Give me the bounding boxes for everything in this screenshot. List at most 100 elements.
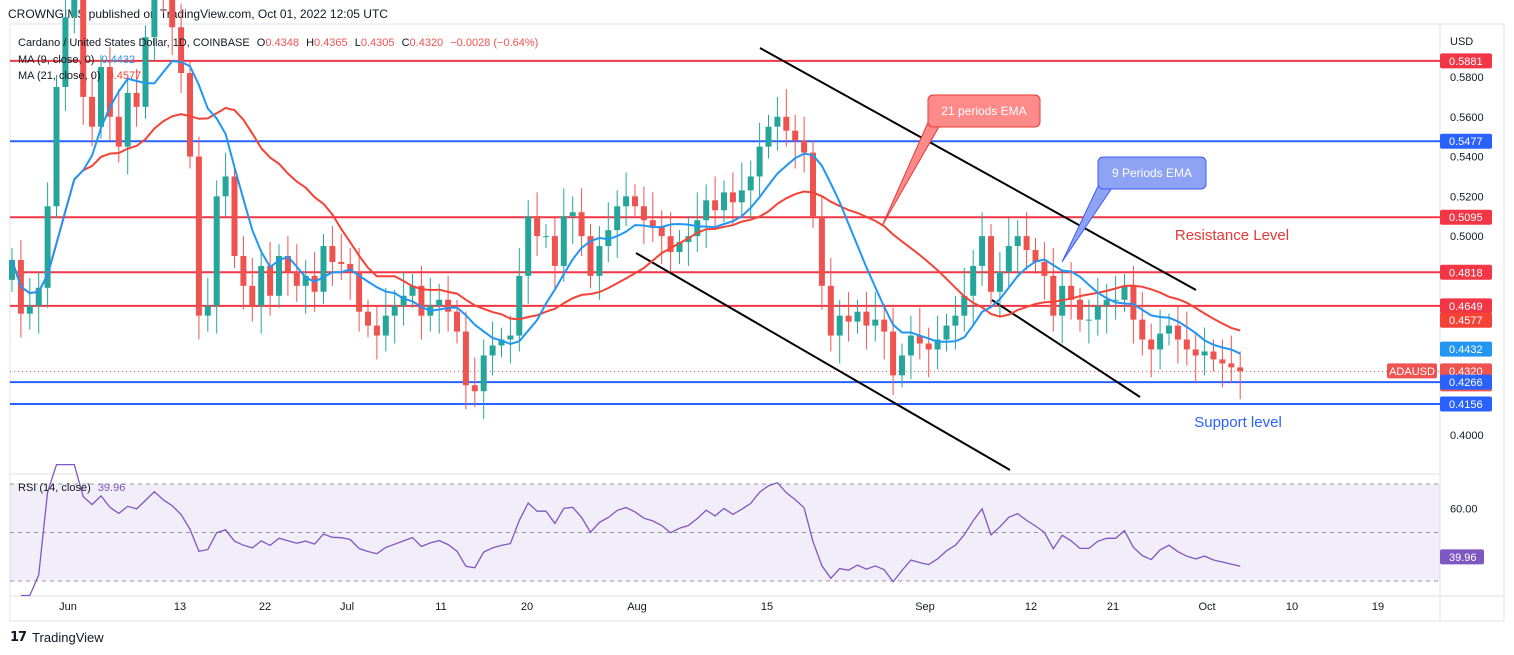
x-tick-label: 20 xyxy=(521,601,533,613)
legend-ma9: MA (9, close, 0) 0.4432 xyxy=(18,54,135,66)
x-tick-label: 13 xyxy=(174,601,186,613)
candle-body xyxy=(169,0,176,28)
candle-body xyxy=(44,206,51,288)
legend-rsi: RSI (14, close) 39.96 xyxy=(18,482,125,494)
candle-body xyxy=(151,0,158,38)
low-label: L xyxy=(355,37,361,49)
candle-body xyxy=(373,325,380,336)
candle-body xyxy=(329,246,336,262)
currency-label: USD xyxy=(1450,36,1473,48)
candle-body xyxy=(178,27,185,74)
candle-body xyxy=(1148,339,1155,350)
callout-21-pointer xyxy=(881,117,945,227)
callout-21-label: 21 periods EMA xyxy=(941,104,1026,118)
candle-body xyxy=(810,152,816,217)
candle-body xyxy=(658,226,665,237)
candle-body xyxy=(845,315,852,322)
y-tick-label: 0.5800 xyxy=(1450,72,1484,84)
channel-upper-line xyxy=(759,47,1197,291)
candle-body xyxy=(26,305,33,314)
ema9-line xyxy=(11,60,1241,355)
candle-body xyxy=(498,339,505,346)
candle-body xyxy=(9,259,15,280)
candle-body xyxy=(302,275,309,286)
open-value: 0.4348 xyxy=(265,37,299,49)
candle-body xyxy=(979,236,986,266)
brand-label: TradingView xyxy=(32,629,104,645)
candle-body xyxy=(338,261,345,264)
x-tick-label: 10 xyxy=(1286,601,1298,613)
price-tag-ema21 xyxy=(1440,312,1492,328)
tradingview-logo-icon: 𝟭𝟳 xyxy=(10,629,27,644)
rsi-value: 39.96 xyxy=(98,482,126,494)
resistance-level-label: Resistance Level xyxy=(1175,227,1289,244)
candle-body xyxy=(80,0,87,97)
price-tag-resistance xyxy=(1440,264,1492,280)
candle-body xyxy=(988,236,994,292)
candle-body xyxy=(1032,250,1039,262)
price-tag-label: 0.5095 xyxy=(1449,212,1483,224)
candle-body xyxy=(1192,349,1199,356)
price-tag-ema9 xyxy=(1440,341,1492,357)
candle-body xyxy=(1201,351,1208,356)
callout-9-label: 9 Periods EMA xyxy=(1112,166,1192,180)
candle-body xyxy=(400,295,407,306)
ma9-label: MA (9, close, 0) xyxy=(18,54,94,66)
high-label: H xyxy=(306,37,314,49)
price-tag-resistance xyxy=(1440,209,1492,225)
candle-body xyxy=(1130,285,1137,320)
candle-body xyxy=(124,92,131,147)
candle-body xyxy=(347,263,354,272)
candle-body xyxy=(623,196,630,207)
price-tag-support xyxy=(1440,133,1492,149)
candle-body xyxy=(738,190,745,203)
candle-body xyxy=(382,315,389,336)
y-tick-label: 0.5000 xyxy=(1450,231,1484,243)
price-tag-resistance xyxy=(1440,53,1492,69)
candle-body xyxy=(1228,363,1235,368)
candle-body xyxy=(1050,275,1057,316)
symbol-tag-label: ADAUSD xyxy=(1389,366,1435,378)
candle-body xyxy=(649,220,656,227)
candle-body xyxy=(756,146,763,177)
tradingview-brand[interactable]: 𝟭𝟳 TradingView xyxy=(10,629,104,645)
candle-body xyxy=(872,319,879,326)
candle-body xyxy=(98,67,104,127)
price-tag-label: 0.4577 xyxy=(1449,315,1483,327)
ema21-line xyxy=(11,106,1241,332)
candle-body xyxy=(293,271,300,286)
price-tag-support xyxy=(1440,374,1492,390)
y-tick-label: 0.5400 xyxy=(1450,152,1484,164)
candle-body xyxy=(640,206,647,221)
price-tag-label: 0.4266 xyxy=(1449,377,1483,389)
price-tag-label: 0.5477 xyxy=(1449,136,1483,148)
candle-body xyxy=(249,285,256,306)
candle-body xyxy=(827,285,834,336)
candle-body xyxy=(471,385,478,392)
x-tick-label: Oct xyxy=(1198,601,1215,613)
candle-body xyxy=(890,331,897,376)
high-value: 0.4365 xyxy=(314,37,348,49)
candle-body xyxy=(614,206,621,231)
candle-body xyxy=(1166,325,1172,334)
callout-9-pointer xyxy=(1061,181,1117,263)
candle-body xyxy=(943,325,950,340)
candle-body xyxy=(525,216,532,276)
candle-body xyxy=(480,355,487,392)
channel-inner-line xyxy=(991,299,1141,398)
open-label: O xyxy=(257,37,266,49)
candle-body xyxy=(365,311,371,326)
candle-body xyxy=(1210,351,1217,360)
candle-body xyxy=(712,200,719,211)
candle-body xyxy=(569,212,576,217)
close-label: C xyxy=(402,37,410,49)
candle-body xyxy=(1005,246,1012,272)
candle-body xyxy=(729,192,736,203)
candle-body xyxy=(703,200,710,221)
candle-body xyxy=(996,271,1003,292)
ma9-value: 0.4432 xyxy=(101,54,135,66)
candle-body xyxy=(516,275,523,336)
x-tick-label: 12 xyxy=(1025,601,1037,613)
price-tag-resistance xyxy=(1440,298,1492,314)
